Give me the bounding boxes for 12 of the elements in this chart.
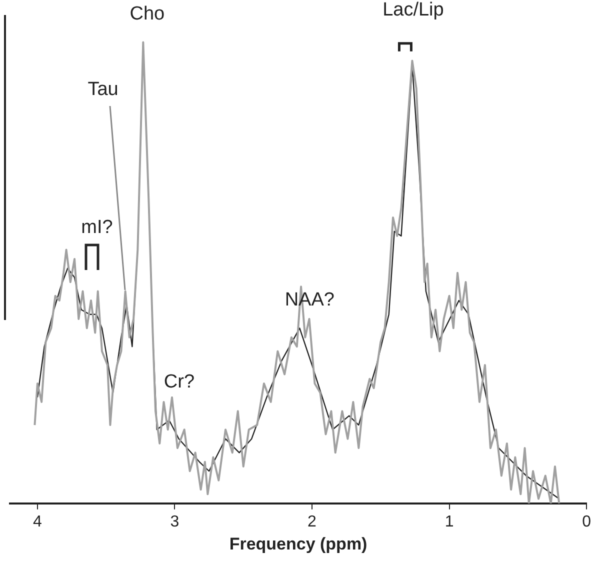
annotation: Cr?: [164, 372, 195, 393]
x-tick-label: 2: [308, 513, 317, 530]
x-tick-label: 4: [33, 513, 42, 530]
annotation: NAA?: [284, 289, 334, 310]
annotation: Cho: [130, 4, 165, 25]
x-tick-label: 3: [170, 513, 180, 530]
annotation: mI?: [81, 217, 113, 238]
x-tick-label: 1: [444, 513, 454, 530]
x-axis-title: Frequency (ppm): [229, 534, 368, 554]
x-tick-label: 0: [582, 513, 592, 530]
annotation: Tau: [88, 79, 118, 100]
annotation: Lac/Lip: [382, 0, 444, 21]
